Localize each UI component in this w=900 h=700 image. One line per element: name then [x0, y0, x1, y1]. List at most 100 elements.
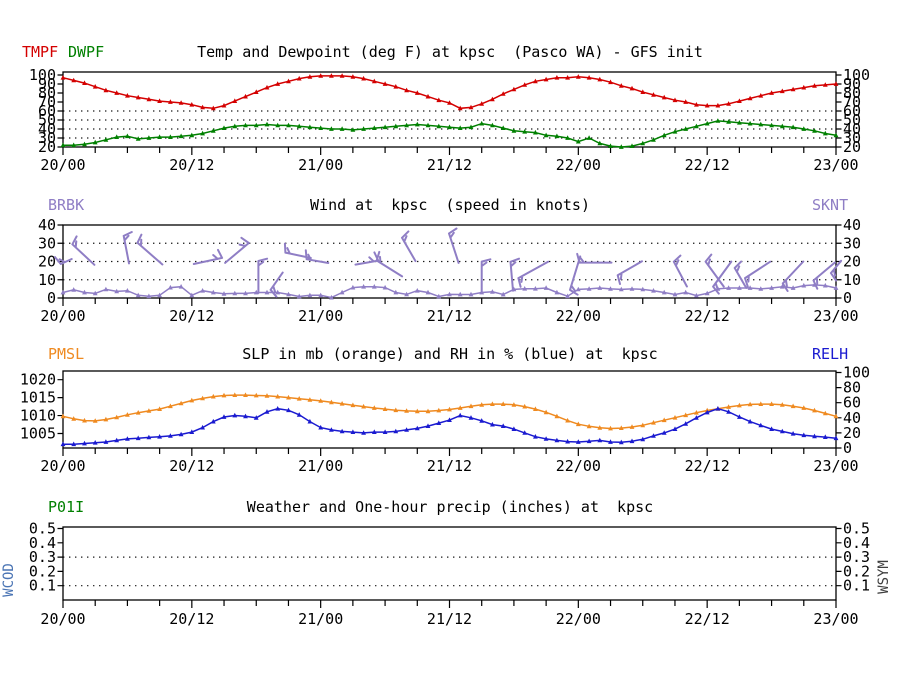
axis-ticks	[57, 224, 842, 306]
series-line-pmsl	[62, 394, 837, 430]
x-axis-tick-label: 21/12	[427, 610, 472, 628]
y-axis-tick-label-left: 0.3	[29, 548, 56, 566]
y-axis-tick-label-right: 60	[843, 394, 861, 412]
y-axis-tick-label-left: 30	[38, 234, 56, 252]
panel-temp-title: Temp and Dewpoint (deg F) at kpsc (Pasco…	[197, 43, 703, 61]
y-axis-tick-label-right: 40	[843, 120, 861, 138]
y-axis-tick-label-right: 0.1	[843, 577, 870, 595]
y-axis-tick-label-left: 0.5	[29, 520, 56, 538]
y-axis-tick-label-right: 20	[843, 138, 861, 156]
y-axis-tick-label-right: 0.3	[843, 548, 870, 566]
y-axis-tick-label-right: 30	[843, 129, 861, 147]
y-axis-tick-label-left: 1010	[20, 407, 56, 425]
x-axis-tick-label: 21/00	[298, 457, 343, 475]
x-axis-tick-label: 22/00	[556, 457, 601, 475]
legend-tmpf-label: TMPF	[22, 43, 59, 61]
y-axis-tick-label-right: 60	[843, 102, 861, 120]
x-axis-tick-label: 22/12	[685, 307, 730, 325]
panel-wind-title: Wind at kpsc (speed in knots)	[310, 196, 590, 214]
x-axis-tick-label: 21/12	[427, 156, 472, 174]
series-markers-dwpf	[60, 118, 839, 149]
x-axis-tick-label: 23/00	[813, 307, 858, 325]
axis-ticks	[57, 74, 842, 155]
y-axis-tick-label-left: 0.1	[29, 577, 56, 595]
legend-pmsl-label: PMSL	[48, 345, 85, 363]
y-axis-tick-label-right: 100	[843, 364, 870, 382]
y-axis-tick-label-left: 40	[38, 216, 56, 234]
legend-brbk-label: BRBK	[48, 196, 85, 214]
x-axis-tick-label: 21/12	[427, 307, 472, 325]
series-line-relh	[63, 407, 837, 445]
wcod-vertical-label: WCOD	[1, 563, 17, 597]
y-axis-tick-label-left: 40	[38, 120, 56, 138]
legend-relh-label: RELH	[812, 345, 849, 363]
y-axis-tick-label-left: 80	[38, 84, 56, 102]
series-markers-pmsl	[60, 392, 839, 431]
x-axis-tick-label: 22/12	[685, 457, 730, 475]
y-axis-tick-label-right: 20	[843, 424, 861, 442]
y-axis-tick-label-right: 10	[843, 271, 861, 289]
y-axis-tick-label-left: 100	[29, 66, 56, 84]
y-axis-tick-label-left: 50	[38, 111, 56, 129]
y-axis-tick-label-left: 30	[38, 129, 56, 147]
y-axis-tick-label-right: 0	[843, 439, 852, 457]
y-axis-tick-label-right: 20	[843, 253, 861, 271]
x-axis-tick-label: 21/00	[298, 307, 343, 325]
x-axis-tick-label: 22/12	[685, 156, 730, 174]
y-axis-tick-label-right: 50	[843, 111, 861, 129]
y-axis-tick-label-left: 60	[38, 102, 56, 120]
panel-slp-rh-title: SLP in mb (orange) and RH in % (blue) at…	[242, 345, 658, 363]
axis-ticks	[57, 527, 842, 608]
x-axis-tick-label: 20/00	[40, 610, 85, 628]
x-axis-tick-label: 21/00	[298, 156, 343, 174]
y-axis-tick-label-right: 30	[843, 234, 861, 252]
legend-sknt-label: SKNT	[812, 196, 849, 214]
y-axis-tick-label-left: 20	[38, 138, 56, 156]
panel-precip-title: Weather and One-hour precip (inches) at …	[246, 498, 654, 516]
legend-dwpf-label: DWPF	[68, 43, 105, 61]
axis-ticks	[57, 371, 842, 456]
series-markers-relh	[60, 406, 839, 447]
y-axis-tick-label-left: 1005	[20, 425, 56, 443]
y-axis-tick-label-left: 10	[38, 271, 56, 289]
y-axis-tick-label-right: 80	[843, 379, 861, 397]
y-axis-tick-label-left: 0.2	[29, 562, 56, 580]
x-axis-tick-label: 20/00	[40, 307, 85, 325]
y-axis-tick-label-right: 90	[843, 75, 861, 93]
y-axis-tick-label-left: 70	[38, 93, 56, 111]
x-axis-tick-label: 23/00	[813, 156, 858, 174]
y-axis-tick-label-left: 90	[38, 75, 56, 93]
x-axis-tick-label: 23/00	[813, 457, 858, 475]
x-axis-tick-label: 20/12	[169, 610, 214, 628]
wsym-vertical-label: WSYM	[876, 560, 892, 594]
x-axis-tick-label: 22/00	[556, 307, 601, 325]
y-axis-tick-label-right: 0.5	[843, 520, 870, 538]
legend-p01i-label: P01I	[48, 498, 85, 516]
y-axis-tick-label-left: 20	[38, 253, 56, 271]
y-axis-tick-label-left: 1015	[20, 389, 56, 407]
y-axis-tick-label-right: 80	[843, 84, 861, 102]
x-axis-tick-label: 21/12	[427, 457, 472, 475]
x-axis-tick-label: 21/00	[298, 610, 343, 628]
y-axis-tick-label-right: 100	[843, 66, 870, 84]
plot-border	[62, 526, 837, 601]
series-markers-tmpf	[60, 73, 839, 111]
y-axis-tick-label-right: 0	[843, 289, 852, 307]
y-axis-tick-label-right: 0.2	[843, 562, 870, 580]
y-axis-tick-label-right: 40	[843, 216, 861, 234]
x-axis-tick-label: 22/00	[556, 610, 601, 628]
x-axis-tick-label: 20/00	[40, 156, 85, 174]
y-axis-tick-label-left: 0.4	[29, 534, 56, 552]
wind-barbs	[54, 227, 843, 298]
x-axis-tick-label: 23/00	[813, 610, 858, 628]
y-axis-tick-label-left: 1020	[20, 371, 56, 389]
x-axis-tick-label: 20/12	[169, 457, 214, 475]
x-axis-tick-label: 20/12	[169, 156, 214, 174]
x-axis-tick-label: 20/12	[169, 307, 214, 325]
x-axis-tick-label: 22/00	[556, 156, 601, 174]
y-axis-tick-label-right: 0.4	[843, 534, 870, 552]
x-axis-tick-label: 22/12	[685, 610, 730, 628]
y-axis-tick-label-right: 70	[843, 93, 861, 111]
